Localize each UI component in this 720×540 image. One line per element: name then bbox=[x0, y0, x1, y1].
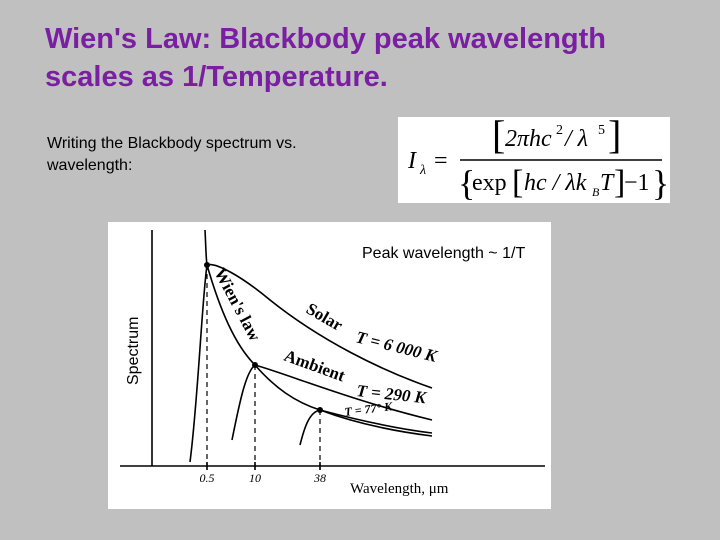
ambient-curve bbox=[231, 364, 433, 441]
peak-dots bbox=[204, 262, 323, 413]
bracket: ] bbox=[608, 112, 621, 157]
body-text: Writing the Blackbody spectrum vs. wavel… bbox=[47, 133, 297, 177]
eq-den: −1 bbox=[624, 170, 650, 196]
peak-dot bbox=[317, 407, 323, 413]
eq-num: / λ bbox=[563, 126, 588, 152]
bracket: [ bbox=[492, 112, 505, 157]
x-tick-label: 38 bbox=[313, 471, 326, 485]
bracket: [ bbox=[512, 164, 523, 201]
solar-curve bbox=[189, 263, 433, 463]
eq-sup: 5 bbox=[598, 123, 605, 138]
figure-heading: Peak wavelength ~ 1/T bbox=[362, 245, 525, 262]
eq-sub: λ bbox=[419, 163, 426, 178]
eq-den: exp bbox=[472, 170, 507, 196]
x-tick-label: 0.5 bbox=[200, 471, 215, 485]
eq-sub: B bbox=[592, 185, 600, 199]
peak-dot bbox=[204, 262, 210, 268]
peak-dot bbox=[252, 362, 258, 368]
figure-box bbox=[108, 222, 551, 509]
body-line: wavelength: bbox=[47, 157, 133, 174]
eq-den: hc / λk bbox=[524, 170, 587, 196]
equation: I λ = [ 2πhc 2 / λ 5 ] { exp [ hc / λk B… bbox=[407, 112, 669, 203]
eq-equals: = bbox=[434, 148, 448, 174]
brace: } bbox=[652, 163, 669, 203]
y-label: Spectrum bbox=[125, 317, 142, 385]
title-line: Wien's Law: Blackbody peak wavelength bbox=[45, 23, 607, 55]
x-label: Wavelength, μm bbox=[350, 481, 449, 497]
title: Wien's Law: Blackbody peak wavelength sc… bbox=[45, 20, 606, 96]
x-tick-label: 10 bbox=[249, 471, 261, 485]
eq-den: T bbox=[600, 170, 615, 196]
eq-sup: 2 bbox=[556, 123, 563, 138]
eq-num: 2πhc bbox=[505, 126, 552, 152]
eq-lhs: I bbox=[407, 148, 417, 174]
dashed-guides bbox=[206, 265, 321, 466]
brace: { bbox=[458, 163, 475, 203]
bracket: ] bbox=[614, 164, 625, 201]
curve-label: T = 77° K bbox=[344, 399, 394, 419]
body-line: Writing the Blackbody spectrum vs. bbox=[47, 135, 297, 152]
title-line: scales as 1/Temperature. bbox=[45, 61, 388, 93]
x-tick-labels: 0.5 10 38 bbox=[200, 471, 327, 485]
